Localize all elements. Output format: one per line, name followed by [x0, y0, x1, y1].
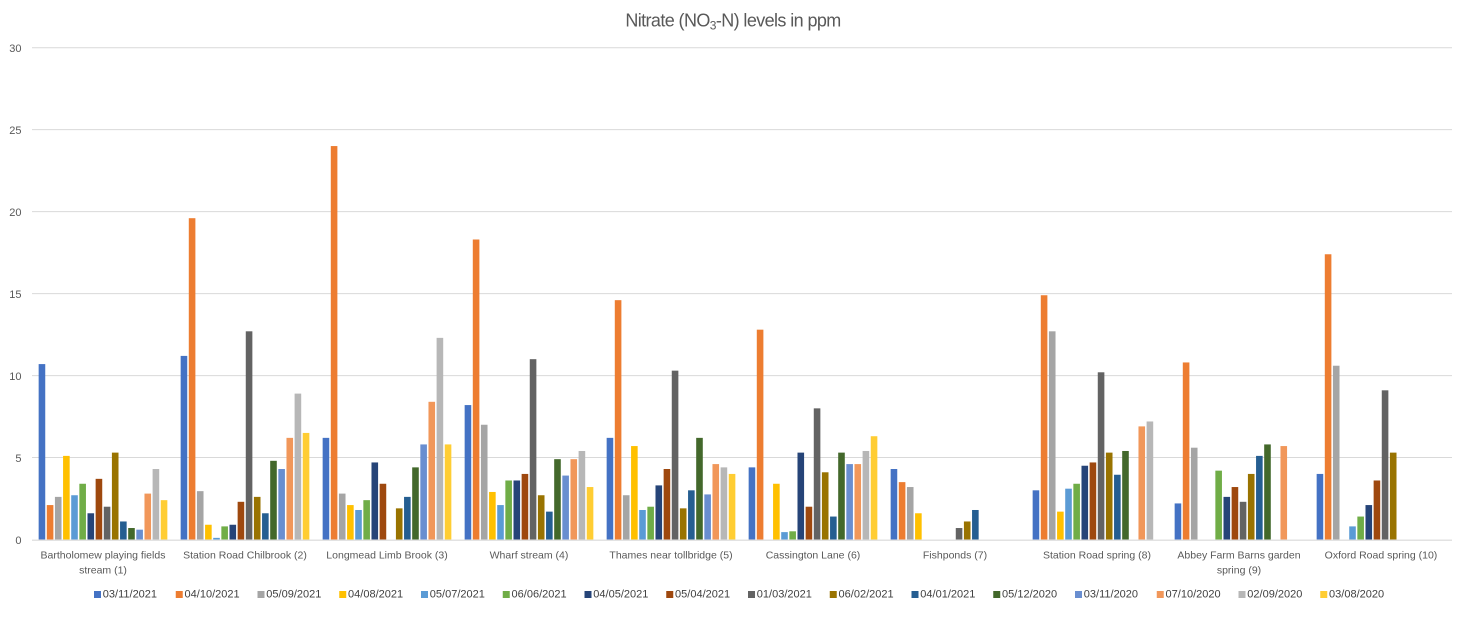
svg-text:05/04/2021: 05/04/2021 — [675, 589, 730, 601]
svg-text:5: 5 — [15, 453, 21, 465]
svg-text:Wharf stream (4): Wharf stream (4) — [490, 549, 569, 561]
svg-text:01/03/2021: 01/03/2021 — [757, 589, 812, 601]
svg-text:Oxford Road spring (10): Oxford Road spring (10) — [1325, 549, 1438, 561]
svg-text:04/10/2021: 04/10/2021 — [185, 589, 240, 601]
svg-text:30: 30 — [9, 43, 21, 55]
svg-text:Cassington Lane (6): Cassington Lane (6) — [766, 549, 861, 561]
svg-text:Station Road spring (8): Station Road spring (8) — [1043, 549, 1151, 561]
svg-text:07/10/2020: 07/10/2020 — [1166, 589, 1221, 601]
svg-text:15: 15 — [9, 289, 21, 301]
svg-text:25: 25 — [9, 125, 21, 137]
svg-text:05/12/2020: 05/12/2020 — [1002, 589, 1057, 601]
svg-text:stream (1): stream (1) — [79, 564, 127, 576]
svg-text:10: 10 — [9, 371, 21, 383]
svg-text:05/07/2021: 05/07/2021 — [430, 589, 485, 601]
svg-text:06/06/2021: 06/06/2021 — [512, 589, 567, 601]
svg-text:06/02/2021: 06/02/2021 — [839, 589, 894, 601]
svg-text:05/09/2021: 05/09/2021 — [266, 589, 321, 601]
svg-text:02/09/2020: 02/09/2020 — [1247, 589, 1302, 601]
svg-text:Station Road Chilbrook (2): Station Road Chilbrook (2) — [183, 549, 307, 561]
svg-text:03/11/2020: 03/11/2020 — [1084, 589, 1138, 601]
svg-text:Nitrate (NO3-N) levels in ppm: Nitrate (NO3-N) levels in ppm — [625, 11, 840, 33]
svg-text:04/05/2021: 04/05/2021 — [593, 589, 648, 601]
svg-text:spring (9): spring (9) — [1217, 564, 1261, 576]
svg-text:Thames near tollbridge (5): Thames near tollbridge (5) — [609, 549, 732, 561]
svg-text:Longmead Limb Brook (3): Longmead Limb Brook (3) — [326, 549, 447, 561]
svg-text:04/01/2021: 04/01/2021 — [920, 589, 975, 601]
svg-text:03/11/2021: 03/11/2021 — [103, 589, 157, 601]
svg-text:Bartholomew playing fields: Bartholomew playing fields — [41, 549, 166, 561]
svg-text:0: 0 — [15, 535, 21, 547]
svg-text:Fishponds (7): Fishponds (7) — [923, 549, 987, 561]
svg-text:04/08/2021: 04/08/2021 — [348, 589, 403, 601]
svg-text:20: 20 — [9, 207, 21, 219]
svg-text:Abbey Farm Barns garden: Abbey Farm Barns garden — [1177, 549, 1300, 561]
svg-text:03/08/2020: 03/08/2020 — [1329, 589, 1384, 601]
